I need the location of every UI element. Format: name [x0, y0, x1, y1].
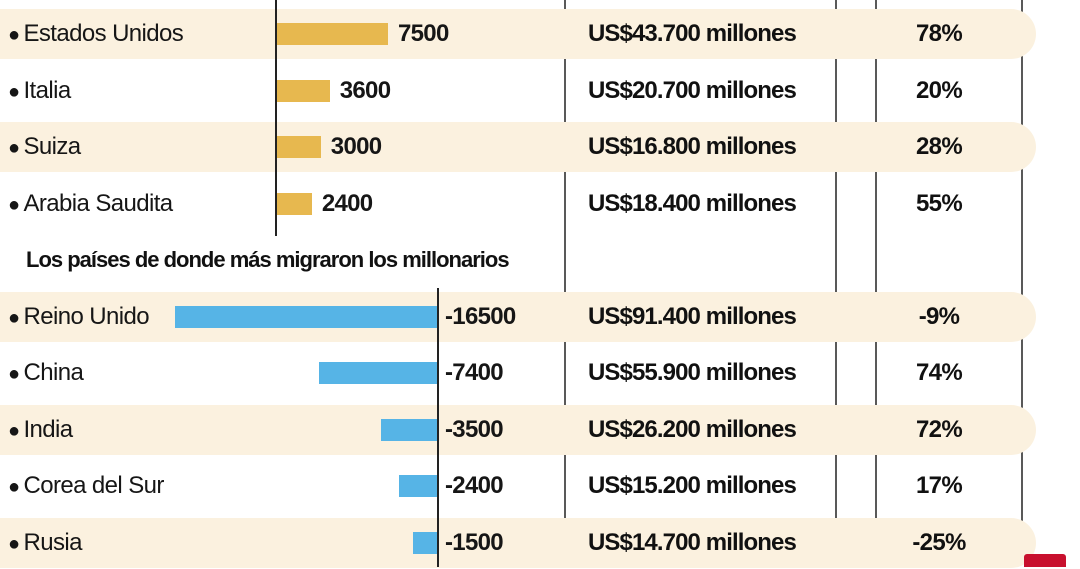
country-name: Arabia Saudita [23, 190, 173, 217]
row-band [0, 405, 1036, 455]
wealth-value: US$26.200 millones [588, 416, 797, 443]
bar [381, 419, 437, 441]
percent-value: -25% [912, 529, 966, 556]
percent-value: 17% [916, 472, 963, 499]
country-name: Suiza [23, 133, 81, 160]
bar [276, 80, 330, 102]
country-name: China [23, 359, 84, 386]
country-name: Reino Unido [23, 303, 149, 330]
percent-value: -9% [918, 303, 960, 330]
wealth-value: US$91.400 millones [588, 303, 797, 330]
bar [276, 23, 388, 45]
bar [175, 306, 437, 328]
bullet-icon: ● [8, 81, 20, 103]
value-label: -1500 [445, 529, 504, 556]
wealth-value: US$55.900 millones [588, 359, 797, 386]
row-band [0, 518, 1036, 568]
outflow-axis [437, 288, 439, 567]
country-label: ● Arabia Saudita [8, 179, 173, 229]
wealth-value: US$20.700 millones [588, 77, 797, 104]
red-corner-tab [1024, 554, 1066, 567]
percent-value: 20% [916, 77, 963, 104]
percent-value: 55% [916, 190, 963, 217]
bar [319, 362, 437, 384]
percent-value: 78% [916, 20, 963, 47]
percent-value: 72% [916, 416, 963, 443]
value-label: 7500 [398, 20, 449, 47]
country-label: ● China [8, 348, 84, 398]
wealth-value: US$15.200 millones [588, 472, 797, 499]
country-label: ● Corea del Sur [8, 461, 164, 511]
wealth-value: US$43.700 millones [588, 20, 797, 47]
bullet-icon: ● [8, 363, 20, 385]
value-label: -16500 [445, 303, 516, 330]
percent-value: 28% [916, 133, 963, 160]
country-name: Italia [23, 77, 71, 104]
bar [276, 193, 312, 215]
bar [276, 136, 321, 158]
bullet-icon: ● [8, 476, 20, 498]
bullet-icon: ● [8, 420, 20, 442]
value-label: -2400 [445, 472, 504, 499]
section-title: Los países de donde más migraron los mil… [26, 247, 510, 272]
wealth-value: US$16.800 millones [588, 133, 797, 160]
country-label: ● Suiza [8, 122, 81, 172]
country-name: India [23, 416, 73, 443]
country-name: Estados Unidos [23, 20, 184, 47]
value-label: 3600 [339, 77, 391, 104]
inflow-axis [275, 0, 277, 236]
bullet-icon: ● [8, 137, 20, 159]
bullet-icon: ● [8, 24, 20, 46]
country-label: ● Italia [8, 66, 71, 116]
row-band [0, 292, 1036, 342]
country-label: ● Reino Unido [8, 292, 150, 342]
country-label: ● Estados Unidos [8, 9, 184, 59]
bullet-icon: ● [8, 533, 20, 555]
wealth-value: US$18.400 millones [588, 190, 797, 217]
percent-value: 74% [916, 359, 963, 386]
country-name: Rusia [23, 529, 82, 556]
bar [398, 475, 437, 497]
country-name: Corea del Sur [23, 472, 164, 499]
value-label: -3500 [445, 416, 504, 443]
country-label: ● India [8, 405, 73, 455]
value-label: -7400 [445, 359, 504, 386]
value-label: 3000 [330, 133, 382, 160]
bullet-icon: ● [8, 307, 20, 329]
bar [413, 532, 437, 554]
pct-column-right-border [1001, 0, 1023, 558]
bullet-icon: ● [8, 194, 20, 216]
wealth-value: US$14.700 millones [588, 529, 797, 556]
country-label: ● Rusia [8, 518, 82, 568]
row-band [0, 9, 1036, 59]
value-label: 2400 [321, 190, 373, 217]
row-band [0, 122, 1036, 172]
wealth-column-left-border [564, 0, 576, 567]
